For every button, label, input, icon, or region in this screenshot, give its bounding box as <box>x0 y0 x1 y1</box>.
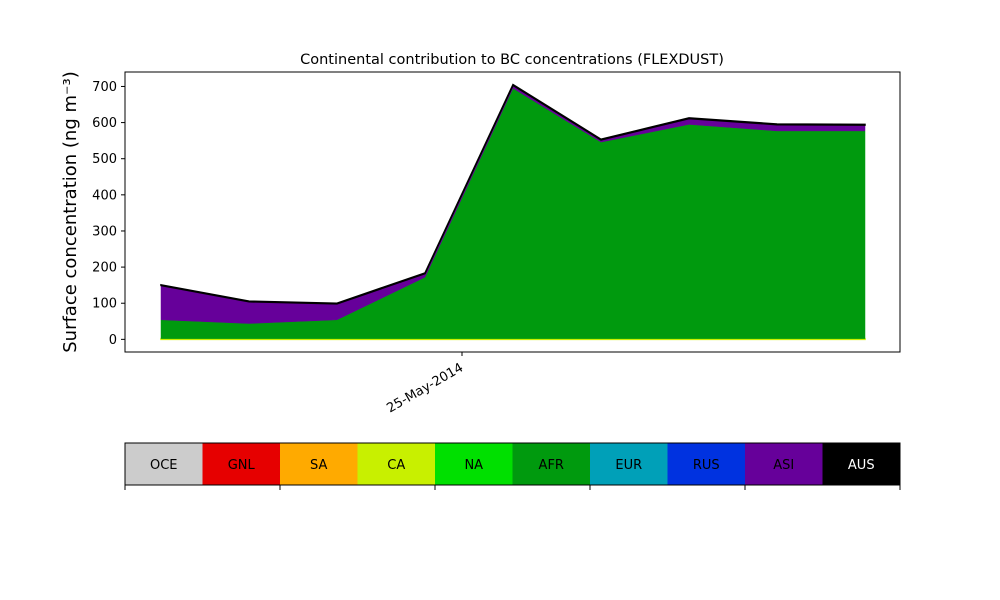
legend-label-rus: RUS <box>693 458 720 473</box>
legend-label-aus: AUS <box>848 458 875 473</box>
y-axis-label: Surface concentration (ng m⁻³) <box>60 71 81 353</box>
legend-swatch-sa <box>280 443 358 485</box>
y-tick-label: 0 <box>109 333 117 348</box>
y-axis: 0 100 200 300 400 500 600 700 <box>92 80 125 348</box>
y-tick-label: 600 <box>92 116 117 131</box>
x-tick-label: 25-May-2014 <box>384 360 466 416</box>
legend-swatch-oce <box>125 443 203 485</box>
legend-label-sa: SA <box>310 458 327 473</box>
stacked-areas <box>160 83 866 341</box>
legend-swatch-asi <box>745 443 823 485</box>
plot-frame <box>124 71 901 353</box>
legend-swatch-na <box>435 443 513 485</box>
chart-title: Continental contribution to BC concentra… <box>300 52 724 68</box>
legend-swatch-ca <box>357 443 436 485</box>
legend-label-afr: AFR <box>539 458 564 473</box>
y-tick-label: 200 <box>92 261 117 276</box>
legend-label-asi: ASI <box>773 458 794 473</box>
y-tick-label: 700 <box>92 80 117 95</box>
legend-label-na: NA <box>464 458 483 473</box>
legend-swatch-eur <box>590 443 668 485</box>
legend-label-oce: OCE <box>150 458 178 473</box>
legend-label-eur: EUR <box>615 458 642 473</box>
legend-frame <box>124 442 901 486</box>
legend-colorbar: OCE GNL SA CA NA AFR EUR RUS ASI AUS <box>124 442 901 490</box>
legend-swatch-rus <box>667 443 746 485</box>
area-aus <box>160 83 866 305</box>
y-tick-label: 500 <box>92 152 117 167</box>
y-tick-label: 100 <box>92 297 117 312</box>
x-axis: 25-May-2014 <box>384 352 466 416</box>
y-tick-label: 400 <box>92 188 117 203</box>
legend-swatch-aus <box>822 443 901 485</box>
legend-label-ca: CA <box>387 458 405 473</box>
y-tick-label: 300 <box>92 224 117 239</box>
legend-swatch-afr <box>512 443 591 485</box>
legend-label-gnl: GNL <box>228 458 256 473</box>
legend-swatch-gnl <box>202 443 281 485</box>
